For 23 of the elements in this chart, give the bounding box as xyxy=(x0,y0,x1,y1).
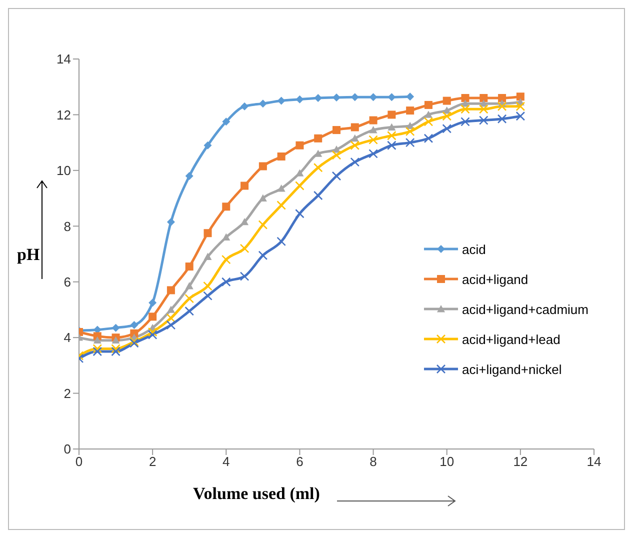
y-tick-label: 8 xyxy=(64,218,71,234)
y-tick-label: 14 xyxy=(56,52,71,67)
x-tick-label: 0 xyxy=(75,454,83,470)
y-tick-label: 12 xyxy=(56,107,71,122)
legend-label: aci+ligand+nickel xyxy=(462,362,562,376)
legend-label: acid+ligand+lead xyxy=(462,332,560,346)
legend-label: acid xyxy=(462,242,486,256)
x-tick-label: 6 xyxy=(296,454,304,470)
x-tick-label: 8 xyxy=(370,454,377,470)
x-tick-label: 12 xyxy=(513,454,528,470)
y-tick-label: 6 xyxy=(64,274,71,290)
legend-label: acid+ligand+cadmium xyxy=(462,302,588,316)
x-tick-label: 10 xyxy=(440,454,454,470)
x-tick-label: 4 xyxy=(222,454,230,470)
y-tick-label: 0 xyxy=(64,442,71,457)
x-tick-label: 14 xyxy=(586,454,602,470)
y-tick-label: 4 xyxy=(64,330,71,346)
x-tick-label: 2 xyxy=(148,454,156,470)
y-tick-label: 2 xyxy=(64,386,71,401)
y-tick-label: 10 xyxy=(56,163,71,178)
x-axis-title: Volume used (ml) xyxy=(193,484,320,503)
legend-label: acid+ligand xyxy=(462,272,528,286)
y-axis-title: pH xyxy=(17,245,40,264)
